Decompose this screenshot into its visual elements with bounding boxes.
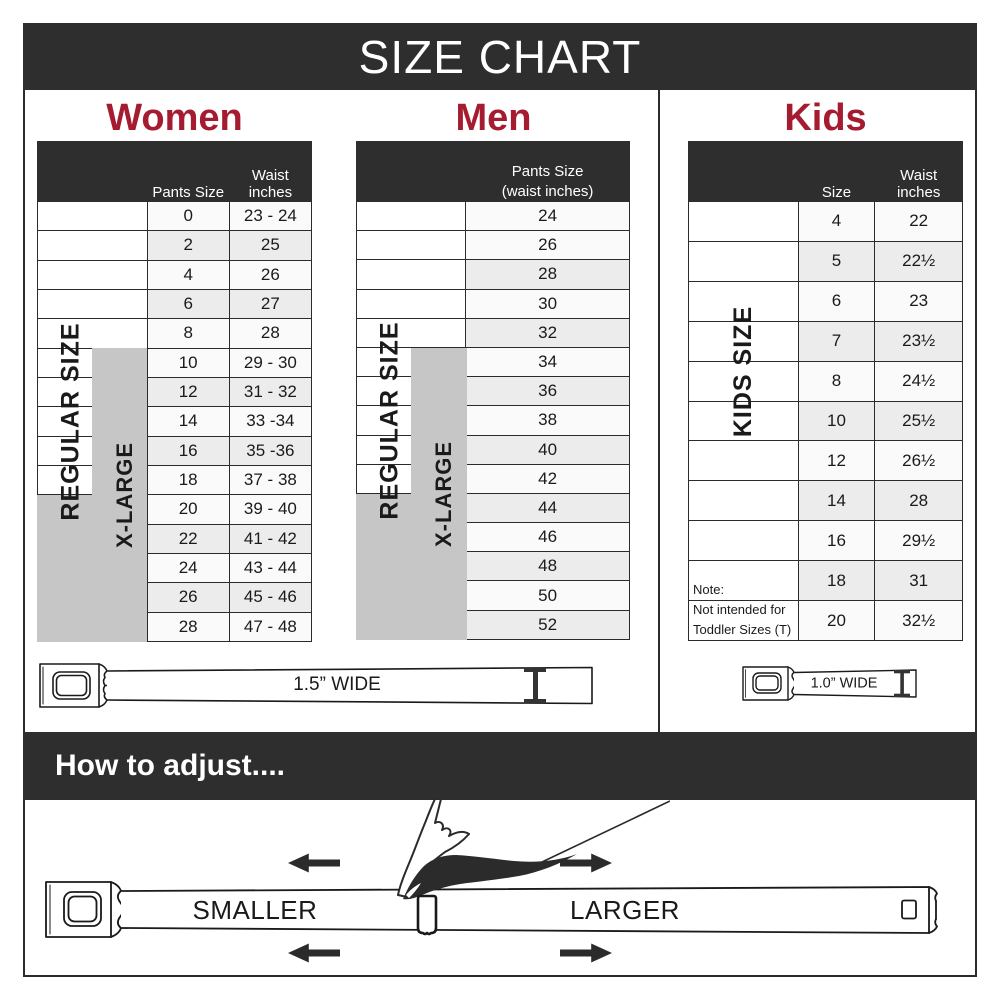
svg-text:1.5” WIDE: 1.5” WIDE — [293, 674, 381, 695]
svg-text:1.0” WIDE: 1.0” WIDE — [811, 676, 878, 692]
